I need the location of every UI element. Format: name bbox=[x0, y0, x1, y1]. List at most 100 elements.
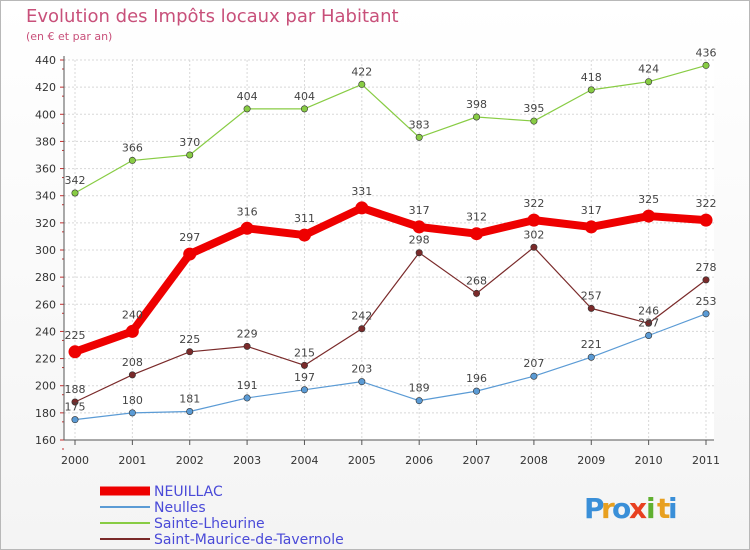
data-label: 225 bbox=[179, 333, 200, 346]
y-tick-label: 400 bbox=[35, 108, 56, 121]
data-point bbox=[68, 345, 82, 359]
data-label: 188 bbox=[65, 383, 86, 396]
data-point bbox=[587, 353, 595, 361]
data-point bbox=[186, 348, 194, 356]
data-point bbox=[642, 209, 656, 223]
axes: 160 180 200 220 240 260 280 300 320 340 360 380 400 4… bbox=[35, 54, 720, 467]
data-label: 197 bbox=[294, 371, 315, 384]
data-point bbox=[125, 324, 139, 338]
y-tick-label: 240 bbox=[35, 325, 56, 338]
data-label: 208 bbox=[122, 356, 143, 369]
y-tick-label: 300 bbox=[35, 244, 56, 257]
y-tick-label: 220 bbox=[35, 353, 56, 366]
data-label: 246 bbox=[638, 304, 659, 317]
data-point bbox=[530, 243, 538, 251]
data-point bbox=[355, 201, 369, 215]
x-tick-label: 2006 bbox=[405, 454, 433, 467]
data-point bbox=[415, 397, 423, 405]
x-tick-label: 2004 bbox=[290, 454, 318, 467]
data-label: 404 bbox=[237, 90, 258, 103]
data-point bbox=[243, 394, 251, 402]
y-tick-label: 440 bbox=[35, 54, 56, 67]
series-group bbox=[68, 61, 713, 424]
data-point bbox=[183, 247, 197, 261]
data-point bbox=[702, 276, 710, 284]
legend-label: NEUILLAC bbox=[154, 484, 223, 500]
data-point bbox=[297, 228, 311, 242]
logo-letter: t bbox=[657, 492, 670, 525]
data-point bbox=[358, 325, 366, 333]
data-label: 278 bbox=[696, 261, 717, 274]
data-label: 398 bbox=[466, 98, 487, 111]
chart-title: Evolution des Impôts locaux par Habitant bbox=[26, 6, 399, 27]
data-label: 366 bbox=[122, 141, 143, 154]
data-label: 317 bbox=[581, 204, 602, 217]
data-label: 203 bbox=[351, 363, 372, 376]
data-point bbox=[128, 409, 136, 417]
data-point bbox=[470, 227, 484, 241]
x-tick-label: 2010 bbox=[635, 454, 663, 467]
data-point bbox=[473, 289, 481, 297]
series-line bbox=[74, 313, 707, 421]
data-point bbox=[71, 398, 79, 406]
data-point bbox=[300, 386, 308, 394]
data-point bbox=[702, 310, 710, 318]
data-point bbox=[186, 151, 194, 159]
y-tick-label: 340 bbox=[35, 190, 56, 203]
data-label: 418 bbox=[581, 71, 602, 84]
data-point bbox=[358, 378, 366, 386]
logo-letter: i bbox=[668, 492, 678, 525]
data-point bbox=[584, 220, 598, 234]
data-point bbox=[128, 156, 136, 164]
y-tick-label: 280 bbox=[35, 271, 56, 284]
data-label: 395 bbox=[523, 102, 544, 115]
data-point bbox=[699, 213, 713, 227]
y-tick-label: 260 bbox=[35, 298, 56, 311]
y-tick-label: 160 bbox=[35, 434, 56, 447]
legend-label: Saint-Maurice-de-Tavernole bbox=[154, 532, 344, 548]
data-point bbox=[300, 361, 308, 369]
data-label: 312 bbox=[466, 211, 487, 224]
series-line bbox=[74, 246, 707, 403]
data-label: 316 bbox=[237, 205, 258, 218]
data-label: 191 bbox=[237, 379, 258, 392]
data-label: 298 bbox=[409, 234, 430, 247]
data-point bbox=[530, 372, 538, 380]
data-point bbox=[415, 133, 423, 141]
data-labels: 225 240 297 316 311 331 317 312 322 317 325 322 175 1… bbox=[65, 46, 717, 413]
logo-letter: r bbox=[601, 492, 615, 525]
x-tick-label: 2001 bbox=[118, 454, 146, 467]
logo-letter: i bbox=[646, 492, 656, 525]
data-point bbox=[527, 213, 541, 227]
data-label: 229 bbox=[237, 327, 258, 340]
grid bbox=[64, 59, 714, 441]
data-point bbox=[186, 407, 194, 415]
data-label: 422 bbox=[351, 65, 372, 78]
data-label: 207 bbox=[523, 357, 544, 370]
logo-letter: x bbox=[629, 492, 647, 525]
data-label: 297 bbox=[179, 231, 200, 244]
data-label: 311 bbox=[294, 212, 315, 225]
data-point bbox=[587, 86, 595, 94]
data-label: 215 bbox=[294, 346, 315, 359]
data-label: 424 bbox=[638, 63, 659, 76]
data-label: 175 bbox=[65, 401, 86, 414]
data-label: 404 bbox=[294, 90, 315, 103]
x-tick-label: 2000 bbox=[61, 454, 89, 467]
data-point bbox=[530, 117, 538, 125]
logo-letter: P bbox=[584, 492, 605, 525]
data-label: 242 bbox=[351, 310, 372, 323]
x-tick-label: 2011 bbox=[692, 454, 720, 467]
data-label: 370 bbox=[179, 136, 200, 149]
series-line bbox=[74, 64, 707, 194]
x-tick-label: 2008 bbox=[520, 454, 548, 467]
data-point bbox=[243, 105, 251, 113]
data-label: 240 bbox=[122, 308, 143, 321]
data-point bbox=[645, 319, 653, 327]
data-label: 325 bbox=[638, 193, 659, 206]
data-label: 253 bbox=[696, 295, 717, 308]
legend: NEUILLACNeullesSainte-LheurineSaint-Maur… bbox=[100, 484, 344, 548]
data-point bbox=[702, 61, 710, 69]
y-tick-label: 380 bbox=[35, 135, 56, 148]
